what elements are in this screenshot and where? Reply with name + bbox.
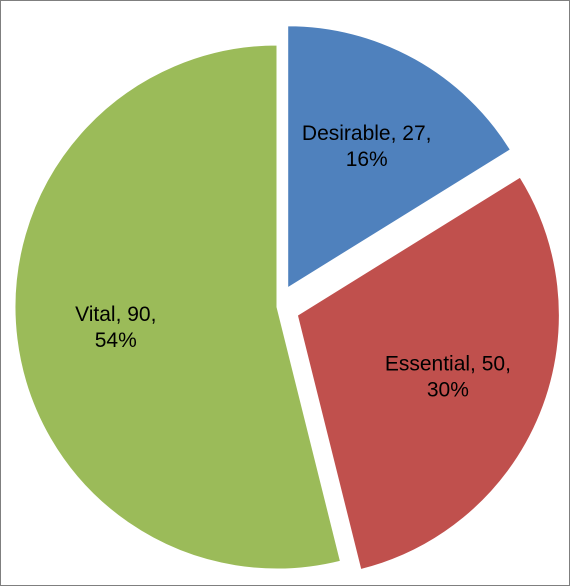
slice-label-line1: Desirable, 27,: [302, 122, 432, 145]
slice-label-line2: 54%: [95, 329, 137, 352]
pie-slices: [14, 25, 560, 571]
slice-label-vital: Vital, 90, 54%: [75, 303, 156, 352]
slice-label-line2: 16%: [346, 148, 388, 171]
slice-label-line2: 30%: [427, 378, 469, 401]
pie-labels: Desirable, 27, 16% Essential, 50, 30% Vital,…: [75, 122, 511, 402]
pie-slice-vital: [14, 44, 342, 570]
slice-label-essential: Essential, 50, 30%: [385, 352, 511, 401]
pie-slice-essential: [296, 176, 560, 571]
slice-label-line1: Essential, 50,: [385, 352, 511, 375]
slice-label-desirable: Desirable, 27, 16%: [302, 122, 432, 171]
pie-slice-desirable: [287, 25, 512, 289]
slice-label-line1: Vital, 90,: [75, 303, 156, 326]
